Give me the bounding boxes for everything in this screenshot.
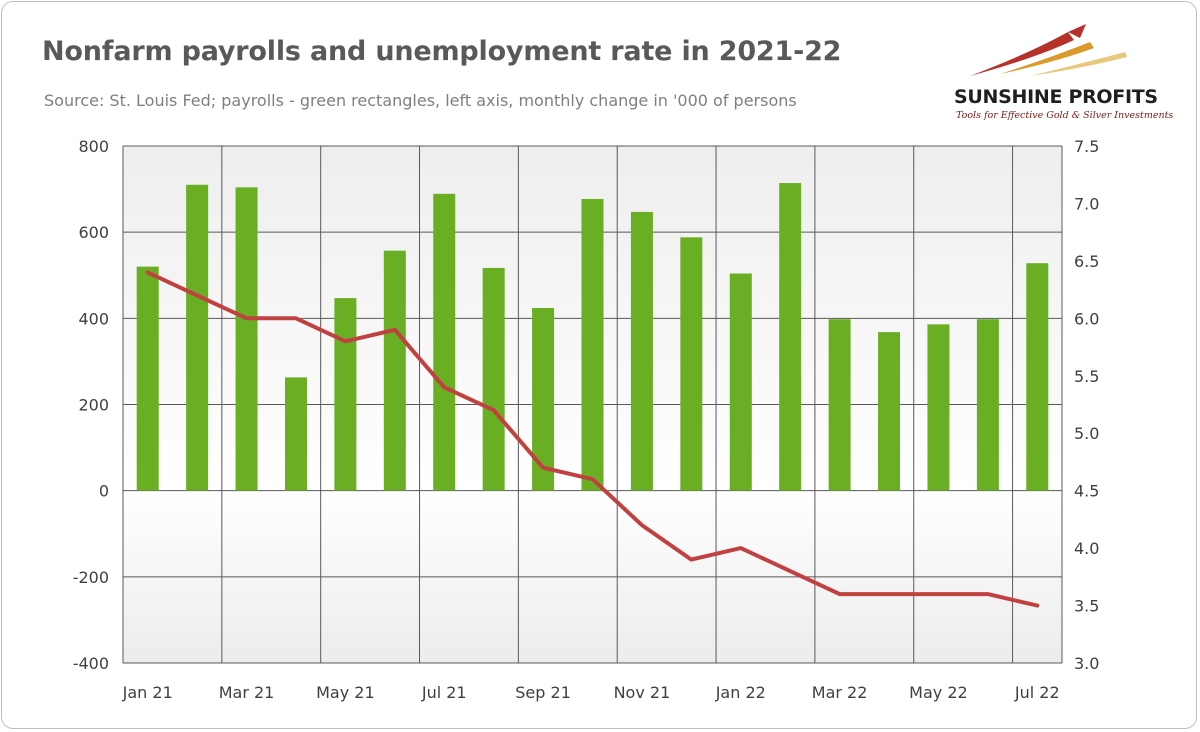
right-axis-labels: 3.0 3.5 4.0 4.5 5.0 5.5 6.0 6.5 7.0 7.5 bbox=[1074, 137, 1099, 673]
payrolls-bar bbox=[779, 183, 802, 491]
x-tick-label: Sep 21 bbox=[515, 683, 571, 702]
payrolls-bar bbox=[878, 332, 901, 491]
payrolls-bar bbox=[235, 187, 258, 491]
payrolls-bar bbox=[284, 377, 307, 491]
x-tick-label: Jul 21 bbox=[421, 683, 467, 702]
left-tick-label: 400 bbox=[78, 309, 109, 328]
right-tick-label: 4.5 bbox=[1074, 482, 1099, 501]
payrolls-bars bbox=[136, 183, 1049, 491]
sunshine-profits-logo: SUNSHINE PROFITS Tools for Effective Gol… bbox=[940, 18, 1180, 128]
unemployment-rate-line bbox=[145, 270, 1040, 608]
payrolls-bar bbox=[383, 250, 406, 491]
right-tick-label: 6.0 bbox=[1074, 309, 1099, 328]
logo-name: SUNSHINE PROFITS bbox=[954, 86, 1158, 108]
x-tick-label: Mar 22 bbox=[812, 683, 868, 702]
left-tick-label: 800 bbox=[78, 137, 109, 156]
right-tick-label: 7.0 bbox=[1074, 194, 1099, 213]
left-tick-label: -200 bbox=[73, 568, 109, 587]
x-tick-label: Jan 21 bbox=[122, 683, 173, 702]
left-tick-label: 0 bbox=[99, 482, 109, 501]
left-tick-label: -400 bbox=[73, 654, 109, 673]
x-tick-label: Mar 21 bbox=[219, 683, 275, 702]
x-tick-label: Jan 22 bbox=[715, 683, 766, 702]
x-tick-label: Jul 22 bbox=[1014, 683, 1060, 702]
payrolls-bar bbox=[630, 211, 653, 491]
payrolls-bar bbox=[927, 324, 950, 491]
logo-tagline: Tools for Effective Gold & Silver Invest… bbox=[956, 110, 1174, 121]
right-tick-label: 4.0 bbox=[1074, 539, 1099, 558]
right-tick-label: 6.5 bbox=[1074, 252, 1099, 271]
x-tick-label: Nov 21 bbox=[614, 683, 671, 702]
left-tick-label: 200 bbox=[78, 396, 109, 415]
x-axis-labels: Jan 21 Mar 21 May 21 Jul 21 Sep 21 Nov 21 Jan … bbox=[122, 683, 1060, 702]
payrolls-bar bbox=[186, 184, 209, 491]
payrolls-bar bbox=[729, 273, 752, 491]
payrolls-bar bbox=[828, 319, 851, 491]
chart-subtitle: Source: St. Louis Fed; payrolls - green … bbox=[44, 91, 797, 110]
right-tick-label: 3.5 bbox=[1074, 597, 1099, 616]
right-tick-label: 5.0 bbox=[1074, 424, 1099, 443]
payrolls-bar bbox=[680, 237, 703, 491]
right-tick-label: 7.5 bbox=[1074, 137, 1099, 156]
payrolls-bar bbox=[976, 319, 999, 491]
right-tick-label: 5.5 bbox=[1074, 367, 1099, 386]
x-tick-label: May 21 bbox=[316, 683, 375, 702]
payrolls-bar bbox=[532, 307, 555, 491]
payrolls-bar bbox=[334, 298, 357, 491]
logo-swoosh-icon bbox=[970, 24, 1127, 76]
payrolls-bar bbox=[136, 266, 159, 491]
x-tick-label: May 22 bbox=[909, 683, 968, 702]
payrolls-bar bbox=[581, 198, 604, 491]
payrolls-bar bbox=[1026, 263, 1049, 491]
payrolls-bar bbox=[482, 267, 505, 491]
right-tick-label: 3.0 bbox=[1074, 654, 1099, 673]
left-tick-label: 600 bbox=[78, 223, 109, 242]
unemployment-line bbox=[145, 270, 1040, 608]
left-axis-labels: -400 -200 0 200 400 600 800 bbox=[73, 137, 109, 673]
chart-title: Nonfarm payrolls and unemployment rate i… bbox=[42, 36, 842, 67]
payrolls-bar bbox=[433, 193, 456, 491]
